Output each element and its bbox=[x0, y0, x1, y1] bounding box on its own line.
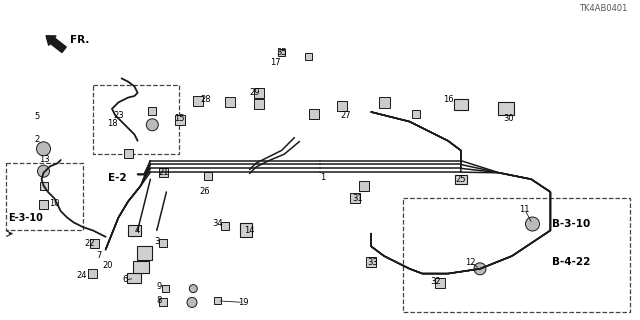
Text: B-3-10: B-3-10 bbox=[552, 219, 590, 229]
Bar bbox=[124, 149, 132, 158]
Text: 26: 26 bbox=[200, 188, 210, 196]
Bar bbox=[39, 200, 48, 209]
Text: 18: 18 bbox=[107, 119, 117, 128]
Bar bbox=[159, 298, 167, 306]
Text: 22: 22 bbox=[84, 239, 95, 248]
Text: 2: 2 bbox=[35, 135, 40, 144]
Text: 9: 9 bbox=[156, 282, 161, 291]
Text: 14: 14 bbox=[244, 226, 255, 235]
Bar bbox=[128, 225, 141, 236]
Bar bbox=[254, 99, 264, 109]
Bar bbox=[278, 49, 285, 56]
Text: 30: 30 bbox=[504, 114, 514, 123]
Bar bbox=[136, 246, 152, 260]
Bar bbox=[350, 193, 360, 204]
Bar bbox=[241, 223, 252, 237]
Bar bbox=[214, 297, 221, 304]
Text: 29: 29 bbox=[250, 88, 260, 97]
Bar bbox=[412, 109, 420, 117]
Bar bbox=[148, 107, 156, 115]
Circle shape bbox=[187, 297, 197, 308]
Text: 34: 34 bbox=[212, 220, 223, 228]
Text: 13: 13 bbox=[40, 156, 50, 164]
Text: 33: 33 bbox=[367, 258, 378, 267]
Text: 32: 32 bbox=[430, 277, 440, 286]
Text: E-2: E-2 bbox=[108, 172, 126, 183]
Bar bbox=[175, 115, 186, 125]
Circle shape bbox=[147, 119, 158, 131]
Text: 19: 19 bbox=[238, 298, 248, 307]
Bar bbox=[90, 239, 99, 248]
Text: 12: 12 bbox=[465, 258, 476, 267]
Text: 25: 25 bbox=[456, 175, 466, 184]
Bar bbox=[225, 97, 236, 108]
Text: B-4-22: B-4-22 bbox=[552, 257, 590, 268]
Text: TK4AB0401: TK4AB0401 bbox=[579, 4, 627, 13]
Text: 35: 35 bbox=[276, 48, 287, 57]
Bar bbox=[308, 108, 319, 119]
Text: FR.: FR. bbox=[70, 35, 90, 45]
Bar bbox=[204, 172, 212, 180]
Bar bbox=[254, 88, 264, 98]
Bar bbox=[193, 96, 204, 106]
Text: 31: 31 bbox=[352, 194, 362, 203]
Bar bbox=[366, 257, 376, 268]
Bar bbox=[127, 273, 141, 284]
Text: 7: 7 bbox=[97, 252, 102, 260]
Bar bbox=[162, 284, 168, 292]
Bar bbox=[88, 269, 97, 278]
Text: 11: 11 bbox=[520, 205, 530, 214]
Bar bbox=[498, 102, 514, 115]
Text: 6: 6 bbox=[122, 276, 127, 284]
Text: E-3-10: E-3-10 bbox=[8, 212, 42, 223]
Bar bbox=[159, 168, 168, 177]
Text: 4: 4 bbox=[135, 226, 140, 235]
Text: 1: 1 bbox=[321, 173, 326, 182]
FancyArrow shape bbox=[46, 36, 66, 52]
Circle shape bbox=[525, 217, 540, 231]
Bar bbox=[159, 239, 167, 247]
Bar bbox=[378, 97, 390, 108]
Bar bbox=[435, 278, 445, 288]
Text: 28: 28 bbox=[201, 95, 211, 104]
Bar bbox=[337, 100, 348, 111]
Text: 21: 21 bbox=[158, 168, 168, 177]
Text: 8: 8 bbox=[156, 296, 161, 305]
Bar bbox=[455, 175, 467, 184]
Text: 24: 24 bbox=[77, 271, 87, 280]
Text: 5: 5 bbox=[35, 112, 40, 121]
Bar bbox=[40, 181, 47, 189]
Circle shape bbox=[36, 142, 51, 156]
Text: 10: 10 bbox=[49, 199, 60, 208]
Circle shape bbox=[474, 263, 486, 275]
Text: 23: 23 bbox=[113, 111, 124, 120]
Text: 15: 15 bbox=[174, 114, 184, 123]
Bar bbox=[305, 53, 312, 60]
Bar bbox=[454, 99, 468, 109]
Text: 16: 16 bbox=[443, 95, 453, 104]
Circle shape bbox=[38, 165, 49, 177]
Text: 3: 3 bbox=[154, 237, 159, 246]
Text: 27: 27 bbox=[340, 111, 351, 120]
Circle shape bbox=[189, 285, 197, 292]
Bar bbox=[133, 261, 149, 273]
Text: 17: 17 bbox=[270, 58, 280, 67]
Bar bbox=[358, 180, 369, 191]
Bar bbox=[221, 221, 229, 230]
Text: 20: 20 bbox=[102, 261, 113, 270]
